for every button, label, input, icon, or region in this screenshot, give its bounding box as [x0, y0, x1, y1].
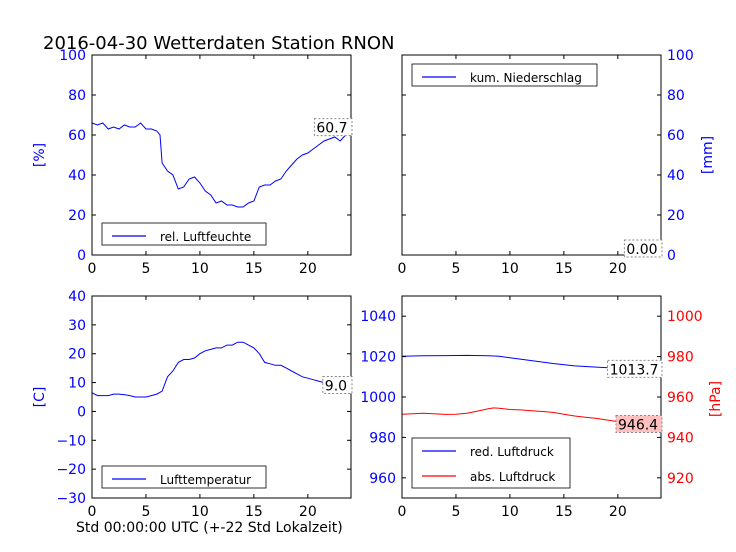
y-tick-label: 60 — [667, 128, 685, 144]
last-value-label-box — [607, 359, 663, 378]
x-tick-label: 0 — [88, 504, 97, 520]
y-tick-label: 100 — [667, 48, 694, 64]
figure-title: 2016-04-30 Wetterdaten Station RNON — [43, 33, 394, 54]
y-tick-label: 0 — [77, 404, 86, 420]
x-tick-label: 20 — [609, 504, 627, 520]
last-value-label: 60.7 — [316, 121, 347, 137]
y-tick-label: 10 — [68, 376, 86, 392]
legend-pressure: red. Luftdruck abs. Luftdruck — [411, 437, 571, 489]
x-tick-label: 10 — [191, 261, 209, 277]
legend-entry: kum. Niederschlag — [470, 71, 582, 85]
legend-frame — [411, 437, 571, 489]
y-tick-label: 40 — [68, 168, 86, 184]
last-value-label-red-box — [615, 414, 663, 433]
x-tick-label: 5 — [451, 504, 460, 520]
legend-entry: red. Luftdruck — [470, 445, 554, 459]
y-tick-label: 30 — [68, 318, 86, 334]
y-tick-label: 40 — [667, 168, 685, 184]
x-tick-label: 0 — [398, 261, 407, 277]
y-tick-label: −10 — [56, 433, 86, 449]
x-tick-label: 15 — [245, 504, 263, 520]
y-tick-label: 40 — [68, 289, 86, 305]
legend-entry: abs. Luftdruck — [470, 470, 555, 484]
legend-frame — [101, 222, 267, 246]
y-tick-label: 20 — [667, 208, 685, 224]
last-value-label: 9.0 — [325, 378, 347, 394]
x-tick-label: 15 — [555, 261, 573, 277]
y-tick-label: 1020 — [360, 350, 396, 366]
y-right-tick-label: 960 — [667, 390, 694, 406]
y-right-tick-label: 980 — [667, 350, 694, 366]
last-value-label-red: 946.4 — [618, 417, 658, 433]
x-tick-label: 0 — [88, 261, 97, 277]
y-tick-label: 1000 — [360, 390, 396, 406]
last-value-label: 0.00 — [626, 242, 657, 258]
legend-frame — [411, 63, 598, 87]
y-right-tick-label: 940 — [667, 430, 694, 446]
figure-xlabel: Std 00:00:00 UTC (+-22 Std Lokalzeit) — [76, 520, 343, 536]
panel-pressure: 0 5 10 15 20 960 980 1000 1020 1040 920 940 960 980 10… — [360, 295, 724, 520]
last-value-label: 1013.7 — [610, 362, 659, 378]
y-axis-label: [C] — [32, 387, 48, 408]
legend-entry: Lufttemperatur — [160, 473, 251, 487]
y-tick-label: 0 — [667, 248, 676, 264]
y-tick-label: −20 — [56, 462, 86, 478]
last-value-label-box — [322, 375, 353, 394]
panel-precipitation: 0 5 10 15 20 0 20 40 60 80 100 [mm] 0.00 kum. Nieders… — [398, 48, 716, 277]
x-tick-label: 20 — [609, 261, 627, 277]
series-line-temperature-0 — [91, 341, 351, 398]
x-tick-label: 15 — [555, 504, 573, 520]
y-tick-label: 20 — [68, 208, 86, 224]
x-tick-label: 10 — [501, 504, 519, 520]
x-tick-label: 10 — [501, 261, 519, 277]
y-tick-label: 60 — [68, 128, 86, 144]
y-tick-label: 20 — [68, 347, 86, 363]
legend-humidity: rel. Luftfeuchte — [101, 222, 267, 246]
panel-humidity: 0 5 10 15 20 0 20 40 60 80 100 [%] 60.7 rel. Luftfeuc… — [32, 48, 353, 277]
x-tick-label: 20 — [299, 261, 317, 277]
x-tick-label: 0 — [398, 504, 407, 520]
legend-temperature: Lufttemperatur — [101, 465, 267, 489]
x-tick-label: 5 — [141, 261, 150, 277]
y-tick-label: 980 — [369, 430, 396, 446]
y-axis-label: [%] — [32, 143, 48, 167]
y-tick-label: 80 — [68, 88, 86, 104]
y-axis-label: [mm] — [700, 136, 716, 174]
plot-frame-precipitation — [401, 54, 662, 256]
y-right-tick-label: 1000 — [667, 309, 703, 325]
plot-frame-humidity — [91, 54, 352, 256]
x-tick-label: 20 — [299, 504, 317, 520]
last-value-label-box — [623, 239, 663, 258]
series-line-humidity-0 — [91, 122, 352, 208]
y-tick-label: 0 — [77, 248, 86, 264]
panel-temperature: 0 5 10 15 20 −30 −20 −10 0 10 20 30 40 [C] 9.0 Lufttemp… — [32, 289, 353, 520]
legend-precipitation: kum. Niederschlag — [411, 63, 598, 87]
x-tick-label: 5 — [451, 261, 460, 277]
y-tick-label: 960 — [369, 471, 396, 487]
y-right-tick-label: 920 — [667, 471, 694, 487]
y-tick-label: 80 — [667, 88, 685, 104]
y-tick-label: 1040 — [360, 309, 396, 325]
x-tick-label: 10 — [191, 504, 209, 520]
x-tick-label: 15 — [245, 261, 263, 277]
legend-frame — [101, 465, 267, 489]
y-right-axis-label: [hPa] — [708, 381, 724, 417]
legend-entry: rel. Luftfeuchte — [160, 230, 251, 244]
y-tick-label: −30 — [56, 491, 86, 507]
plot-frame-temperature — [91, 295, 352, 499]
last-value-label-box — [313, 118, 353, 137]
x-tick-label: 5 — [141, 504, 150, 520]
y-tick-label: 100 — [59, 48, 86, 64]
